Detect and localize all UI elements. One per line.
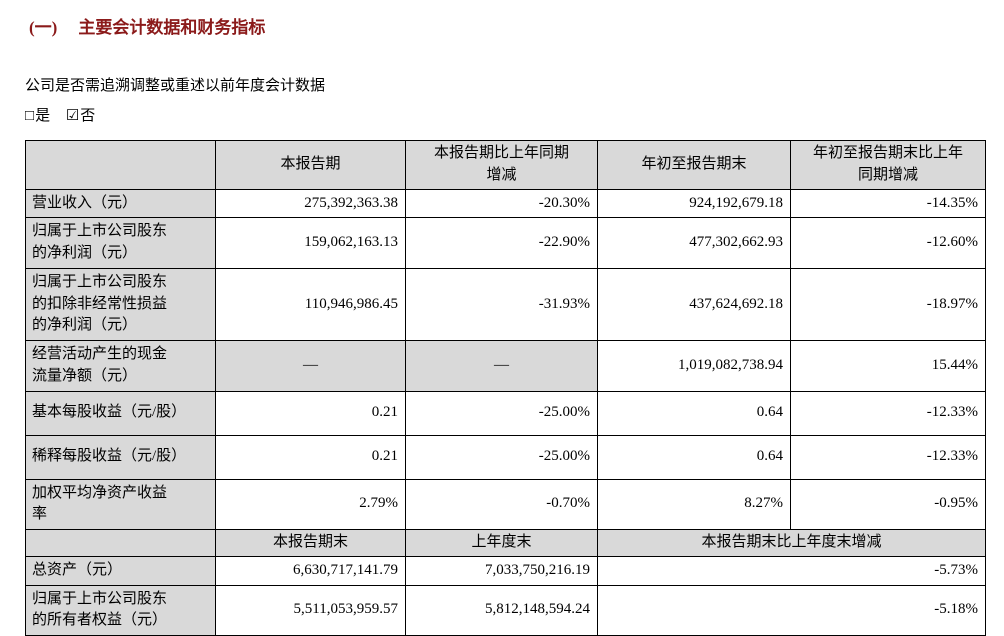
table-row-weighted-avg-roe: 加权平均净资产收益率 2.79% -0.70% 8.27% -0.95%	[25, 478, 986, 530]
cell-value: 477,302,662.93	[597, 217, 791, 269]
cell-value: 0.64	[597, 434, 791, 480]
cell-value: 15.44%	[790, 340, 986, 392]
header-cell-ytd-yoy-change: 年初至报告期末比上年同期增减	[790, 140, 986, 190]
checkbox-no: ☑否	[66, 108, 95, 124]
row-label: 归属于上市公司股东的扣除非经常性损益的净利润（元）	[25, 267, 216, 342]
cell-value: -18.97%	[790, 267, 986, 342]
header-cell-period-end: 本报告期末	[215, 529, 406, 557]
header-cell-period-yoy-change: 本报告期比上年同期增减	[405, 140, 598, 190]
table-header-row-period-end: 本报告期末 上年度末 本报告期末比上年度末增减	[25, 529, 986, 557]
cell-value: 159,062,163.13	[215, 217, 406, 269]
header-cell-empty	[25, 529, 216, 557]
row-label: 归属于上市公司股东的净利润（元）	[25, 217, 216, 269]
row-label: 营业收入（元）	[25, 188, 216, 219]
cell-value: -0.70%	[405, 478, 598, 530]
section-title: (一) 主要会计数据和财务指标	[25, 13, 985, 38]
section-title-text: 主要会计数据和财务指标	[78, 18, 266, 37]
row-label: 基本每股收益（元/股）	[25, 390, 216, 436]
cell-value: 1,019,082,738.94	[597, 340, 791, 392]
row-label: 加权平均净资产收益率	[25, 478, 216, 530]
table-row-operating-cash-flow: 经营活动产生的现金流量净额（元） — — 1,019,082,738.94 15…	[25, 340, 986, 392]
cell-value: -12.33%	[790, 434, 986, 480]
header-cell-prior-year-end: 上年度末	[405, 529, 598, 557]
table-row-total-assets: 总资产（元） 6,630,717,141.79 7,033,750,216.19…	[25, 555, 986, 586]
cell-value: 0.64	[597, 390, 791, 436]
checkbox-unchecked-icon: □	[25, 108, 35, 124]
cell-value: 437,624,692.18	[597, 267, 791, 342]
cell-value: 924,192,679.18	[597, 188, 791, 219]
cell-value: 275,392,363.38	[215, 188, 406, 219]
checkbox-no-label: 否	[80, 108, 96, 124]
row-label: 稀释每股收益（元/股）	[25, 434, 216, 480]
cell-value: 8.27%	[597, 478, 791, 530]
cell-value: 0.21	[215, 390, 406, 436]
cell-value: 5,511,053,959.57	[215, 584, 406, 636]
table-row-net-profit-excl-nonrecurring: 归属于上市公司股东的扣除非经常性损益的净利润（元） 110,946,986.45…	[25, 267, 986, 342]
table-row-owners-equity: 归属于上市公司股东的所有者权益（元） 5,511,053,959.57 5,81…	[25, 584, 986, 636]
cell-value: -25.00%	[405, 434, 598, 480]
checkbox-yes: □是	[25, 108, 50, 124]
table-header-row-period: 本报告期 本报告期比上年同期增减 年初至报告期末 年初至报告期末比上年同期增减	[25, 140, 986, 190]
cell-value: -25.00%	[405, 390, 598, 436]
cell-value-dash: —	[215, 340, 406, 392]
checkbox-row: □是 ☑否	[25, 104, 985, 125]
cell-value: -12.33%	[790, 390, 986, 436]
header-cell-period-end-change: 本报告期末比上年度末增减	[597, 529, 986, 557]
cell-value: -12.60%	[790, 217, 986, 269]
cell-value: -5.73%	[597, 555, 986, 586]
header-cell-current-period: 本报告期	[215, 140, 406, 190]
cell-value: 2.79%	[215, 478, 406, 530]
table-row-revenue: 营业收入（元） 275,392,363.38 -20.30% 924,192,6…	[25, 188, 986, 219]
header-cell-ytd: 年初至报告期末	[597, 140, 791, 190]
cell-value: -5.18%	[597, 584, 986, 636]
cell-value: 7,033,750,216.19	[405, 555, 598, 586]
row-label: 经营活动产生的现金流量净额（元）	[25, 340, 216, 392]
question-text: 公司是否需追溯调整或重述以前年度会计数据	[25, 78, 326, 94]
section-number: (一)	[29, 18, 58, 37]
row-label: 归属于上市公司股东的所有者权益（元）	[25, 584, 216, 636]
cell-value: -0.95%	[790, 478, 986, 530]
cell-value: -31.93%	[405, 267, 598, 342]
cell-value: 0.21	[215, 434, 406, 480]
cell-value-dash: —	[405, 340, 598, 392]
table-row-basic-eps: 基本每股收益（元/股） 0.21 -25.00% 0.64 -12.33%	[25, 390, 986, 436]
header-cell-empty	[25, 140, 216, 190]
table-row-net-profit: 归属于上市公司股东的净利润（元） 159,062,163.13 -22.90% …	[25, 217, 986, 269]
checkbox-yes-label: 是	[35, 108, 51, 124]
cell-value: -14.35%	[790, 188, 986, 219]
cell-value: -20.30%	[405, 188, 598, 219]
cell-value: -22.90%	[405, 217, 598, 269]
table-row-diluted-eps: 稀释每股收益（元/股） 0.21 -25.00% 0.64 -12.33%	[25, 434, 986, 480]
cell-value: 5,812,148,594.24	[405, 584, 598, 636]
checkbox-checked-icon: ☑	[65, 108, 80, 124]
cell-value: 110,946,986.45	[215, 267, 406, 342]
cell-value: 6,630,717,141.79	[215, 555, 406, 586]
row-label: 总资产（元）	[25, 555, 216, 586]
financial-indicators-table: 本报告期 本报告期比上年同期增减 年初至报告期末 年初至报告期末比上年同期增减 …	[25, 140, 986, 636]
